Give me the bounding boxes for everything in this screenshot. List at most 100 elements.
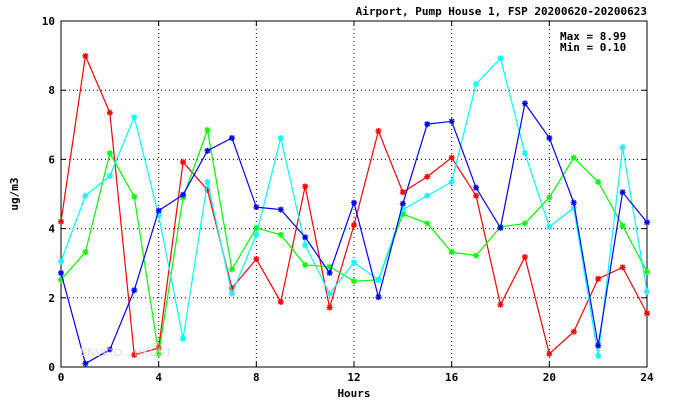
data-point (351, 222, 357, 229)
y-axis-label: ug/m3 (8, 177, 21, 210)
data-point (82, 249, 89, 256)
x-tick-label: 0 (58, 371, 65, 384)
data-point (326, 290, 333, 297)
data-point (546, 134, 553, 141)
data-point (619, 144, 626, 151)
data-point (155, 212, 162, 219)
data-point (106, 346, 113, 353)
data-point (131, 287, 138, 294)
data-point (82, 192, 89, 199)
data-point (302, 242, 309, 249)
data-point (497, 55, 504, 62)
data-point (351, 199, 357, 206)
x-axis-label: Hours (337, 387, 370, 400)
data-point (58, 269, 64, 276)
data-point (619, 222, 626, 229)
data-point (595, 275, 602, 282)
data-point (204, 147, 211, 154)
data-point (155, 350, 162, 357)
y-tick-label: 0 (48, 361, 55, 374)
data-point (204, 186, 211, 193)
data-point (497, 301, 504, 308)
data-point (521, 253, 528, 260)
data-point (521, 100, 528, 107)
data-point (302, 234, 309, 241)
data-point (399, 200, 406, 207)
data-point (448, 249, 455, 256)
data-point (204, 178, 211, 185)
data-point (399, 206, 406, 213)
data-point (82, 52, 89, 59)
data-point (521, 220, 528, 227)
data-point (644, 219, 650, 226)
data-point (106, 173, 113, 180)
data-point (375, 294, 382, 301)
data-point (180, 335, 187, 342)
data-point (253, 231, 260, 238)
grid-lines (61, 21, 647, 367)
min-annotation: Min = 0.10 (560, 41, 626, 54)
data-point (277, 231, 284, 238)
data-point (375, 276, 382, 283)
data-point (106, 150, 113, 157)
data-point (228, 290, 235, 297)
x-tick-label: 16 (445, 371, 459, 384)
data-point (497, 224, 504, 231)
y-tick-label: 8 (48, 84, 55, 97)
data-point (448, 118, 455, 125)
data-point (473, 184, 480, 191)
data-point (228, 266, 235, 273)
data-point (228, 134, 235, 141)
max-annotation: Max = 8.99 (560, 30, 626, 43)
data-point (619, 264, 626, 271)
data-point (228, 285, 235, 292)
data-point (58, 276, 64, 283)
data-point (155, 207, 162, 214)
data-series (58, 52, 650, 367)
data-point (58, 258, 64, 265)
data-point (473, 252, 480, 259)
x-tick-label: 20 (543, 371, 556, 384)
data-point (644, 268, 650, 275)
data-point (326, 269, 333, 276)
data-point (351, 278, 357, 285)
y-tick-label: 4 (48, 223, 55, 236)
data-point (106, 109, 113, 116)
data-point (399, 211, 406, 218)
data-point (619, 189, 626, 196)
data-point (351, 259, 357, 266)
data-point (644, 288, 650, 295)
data-point (253, 224, 260, 231)
data-point (521, 150, 528, 157)
data-point (253, 256, 260, 263)
data-point (424, 121, 431, 128)
data-point (326, 263, 333, 270)
data-point (82, 360, 89, 367)
data-point (302, 261, 309, 268)
data-point (644, 310, 650, 317)
data-point (570, 154, 577, 161)
x-tick-label: 8 (253, 371, 260, 384)
data-point (302, 183, 309, 190)
data-point (424, 173, 431, 180)
data-point (58, 218, 64, 225)
series-line-3 (60, 57, 648, 357)
watermark: ENVIRO... HKUST (80, 347, 172, 359)
data-point (546, 194, 553, 201)
x-tick-label: 12 (347, 371, 360, 384)
data-point (473, 80, 480, 87)
data-point (180, 191, 187, 198)
data-point (131, 193, 138, 200)
data-point (546, 350, 553, 357)
data-point (180, 159, 187, 166)
data-point (277, 298, 284, 305)
y-tick-label: 6 (48, 153, 55, 166)
data-point (131, 351, 138, 358)
data-point (277, 206, 284, 213)
data-point (131, 114, 138, 121)
data-point (399, 189, 406, 196)
data-point (570, 204, 577, 211)
data-point (473, 192, 480, 199)
